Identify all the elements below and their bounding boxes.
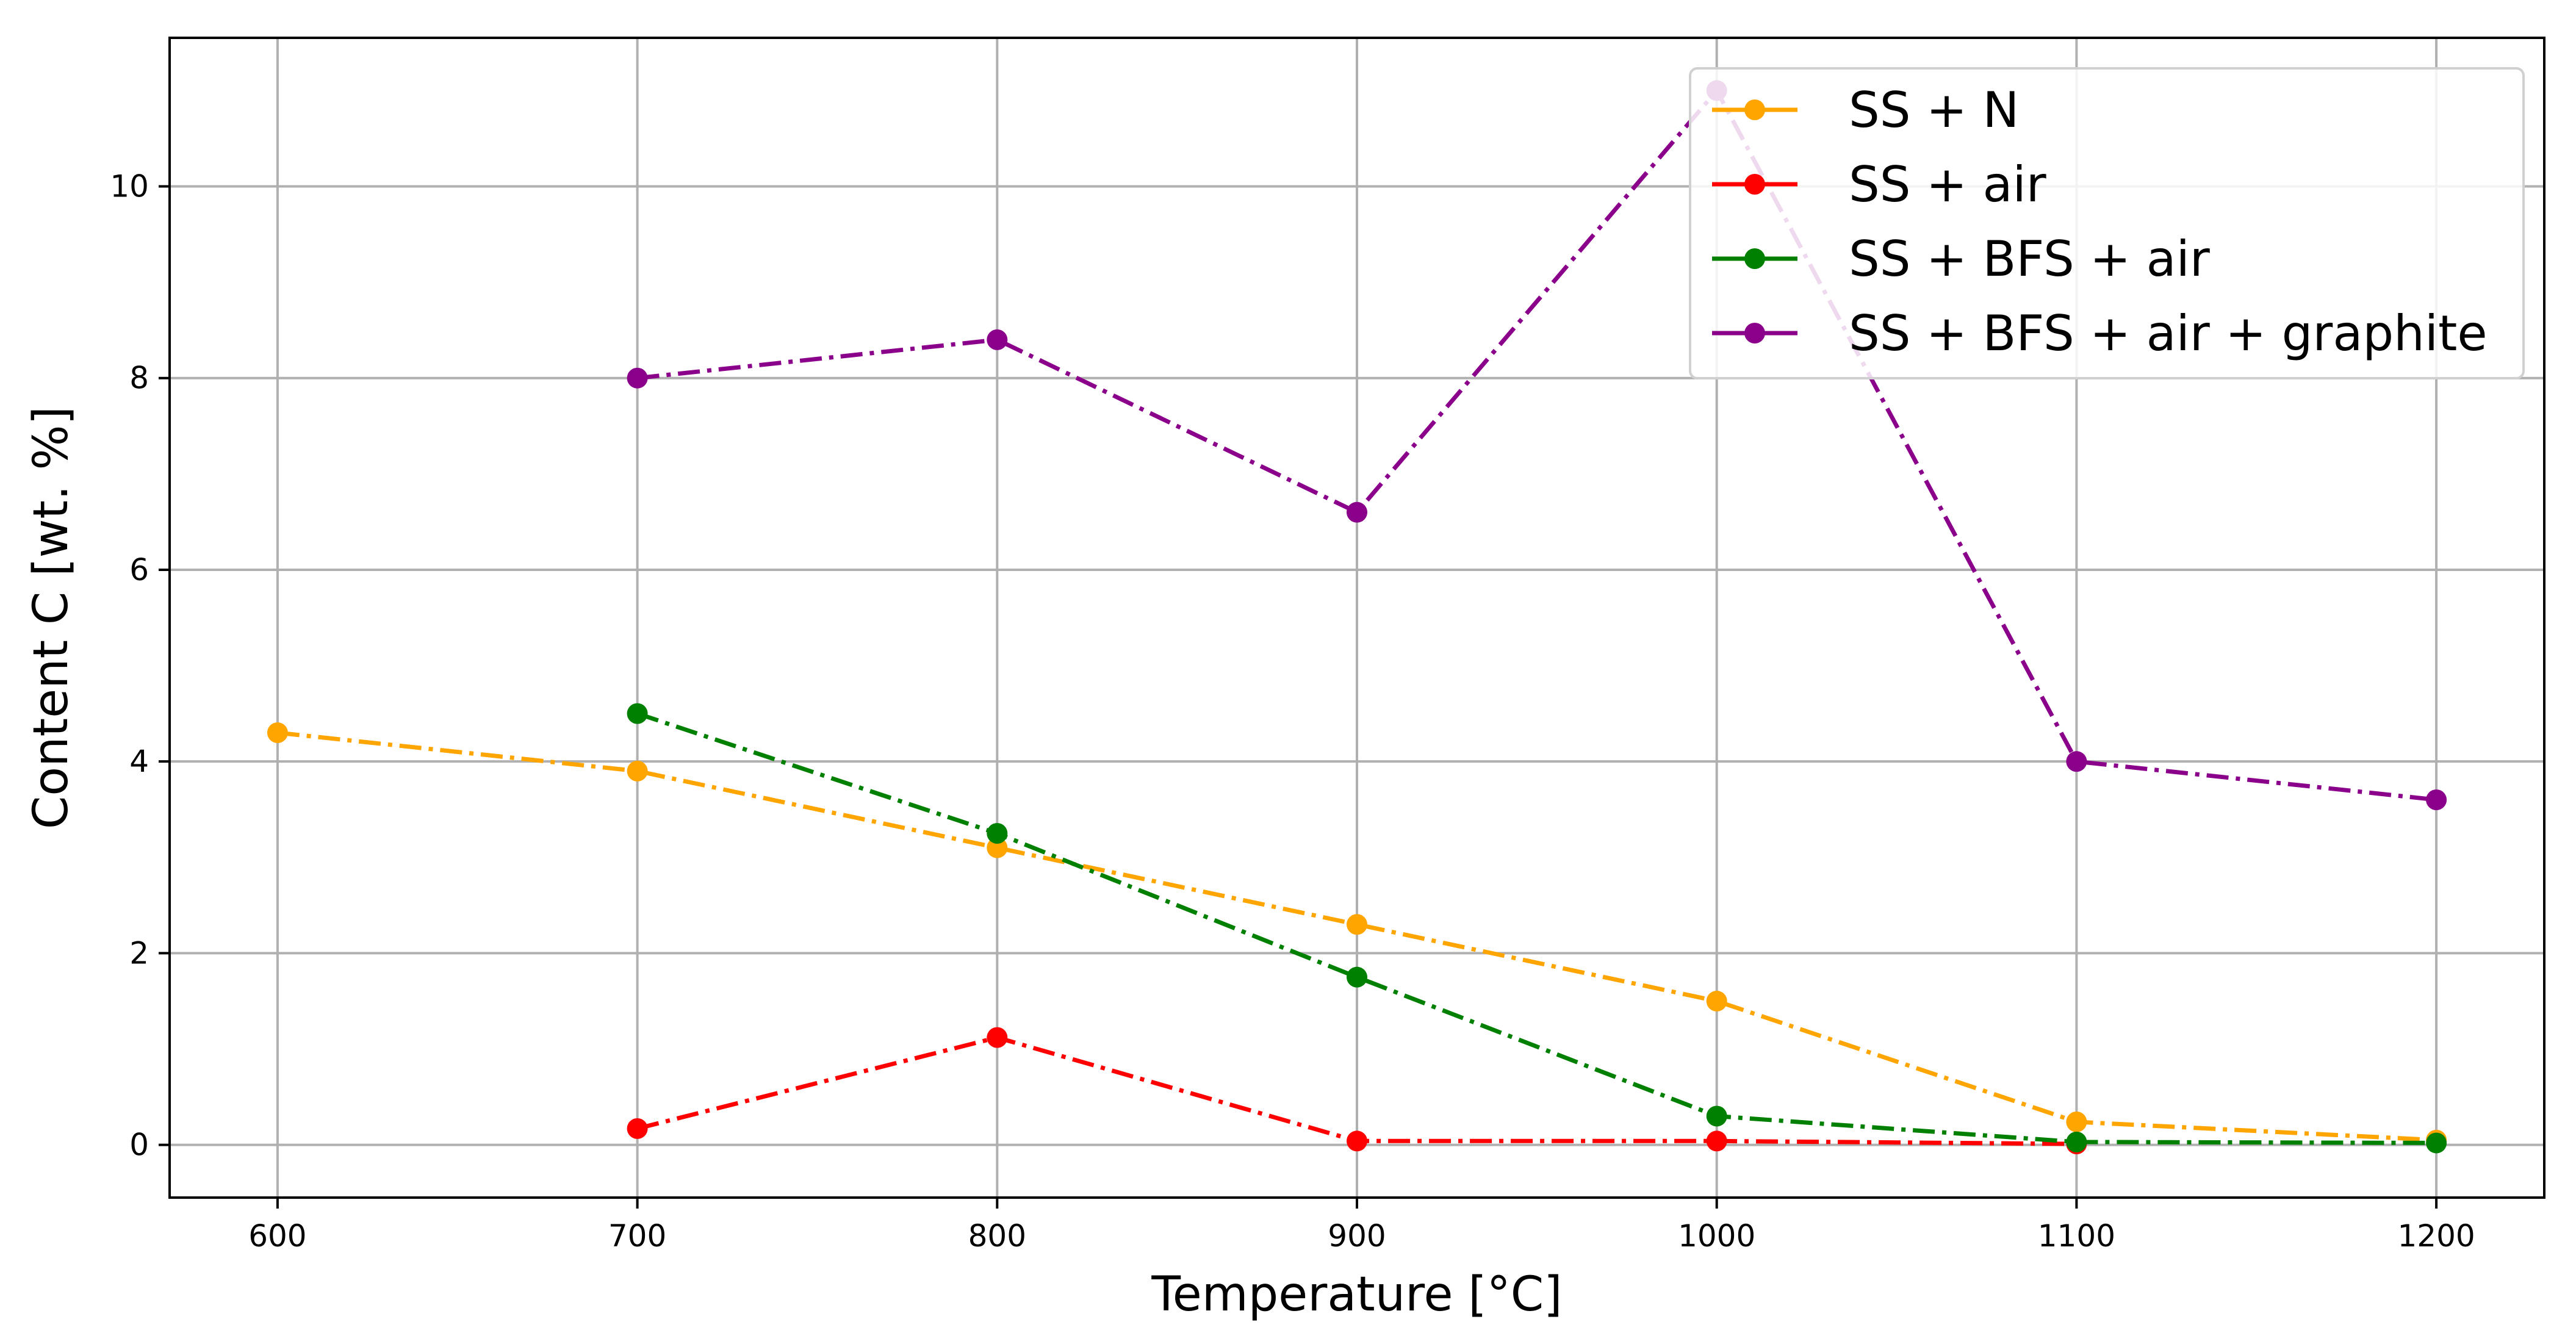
y-tick-label: 2 xyxy=(129,935,149,971)
y-axis-ticks: 0 2 4 6 8 10 xyxy=(110,169,170,1163)
legend-label: SS + air xyxy=(1849,156,2046,213)
data-point xyxy=(267,722,288,744)
data-point xyxy=(1706,1105,1727,1127)
series-line xyxy=(637,88,2437,802)
data-point xyxy=(1706,1130,1727,1152)
x-tick-label: 1000 xyxy=(1678,1218,1755,1254)
x-axis-title: Temperature [°C] xyxy=(1151,1267,1562,1322)
legend-marker xyxy=(1744,323,1765,343)
legend-label: SS + BFS + air xyxy=(1849,231,2210,287)
data-point xyxy=(2426,789,2447,811)
data-point xyxy=(987,329,1008,350)
x-tick-label: 800 xyxy=(968,1218,1026,1254)
data-point xyxy=(2426,1132,2447,1154)
legend: SS + N SS + air SS + BFS + air SS + BFS + a… xyxy=(1689,67,2525,379)
legend-box xyxy=(1689,67,2525,379)
data-point xyxy=(1706,990,1727,1012)
x-tick-label: 1100 xyxy=(2038,1218,2115,1254)
legend-marker xyxy=(1744,174,1765,195)
legend-marker xyxy=(1744,99,1765,120)
plot-area-frame xyxy=(168,37,2545,1199)
legend-label: SS + N xyxy=(1849,82,2019,138)
series-3 xyxy=(627,80,2447,811)
data-point xyxy=(1347,1130,1367,1152)
data-point xyxy=(987,837,1008,858)
y-tick-label: 8 xyxy=(129,361,149,396)
series-line xyxy=(636,711,2437,1145)
grid xyxy=(170,38,2544,1198)
data-point xyxy=(627,1118,648,1139)
y-tick-label: 0 xyxy=(129,1127,149,1163)
x-tick-label: 900 xyxy=(1328,1218,1386,1254)
data-point xyxy=(627,703,648,724)
data-point xyxy=(2066,1111,2087,1132)
legend-entry: SS + BFS + air xyxy=(1712,231,2210,287)
data-point xyxy=(1347,914,1367,935)
x-tick-label: 700 xyxy=(608,1218,666,1254)
data-point xyxy=(2066,751,2087,772)
legend-entry: SS + air xyxy=(1712,156,2046,213)
legend-entry: SS + N xyxy=(1712,82,2019,138)
data-point xyxy=(627,760,648,782)
y-tick-label: 6 xyxy=(129,552,149,588)
data-point xyxy=(2066,1131,2087,1152)
series-group xyxy=(267,80,2447,1155)
x-axis-ticks: 600 700 800 900 1000 1100 1200 xyxy=(248,1198,2475,1254)
data-point xyxy=(987,822,1008,844)
y-axis-title: Content C [wt. %] xyxy=(24,406,79,829)
series-2 xyxy=(627,703,2447,1154)
data-point xyxy=(1347,966,1367,988)
data-point xyxy=(1347,501,1367,523)
y-tick-label: 10 xyxy=(110,169,149,204)
data-point xyxy=(627,367,648,389)
y-tick-label: 4 xyxy=(129,744,149,779)
x-tick-label: 1200 xyxy=(2397,1218,2475,1254)
legend-label: SS + BFS + air + graphite xyxy=(1849,305,2488,362)
data-point xyxy=(987,1027,1008,1048)
legend-entry: SS + BFS + air + graphite xyxy=(1712,305,2488,362)
legend-marker xyxy=(1744,248,1765,269)
x-tick-label: 600 xyxy=(248,1218,306,1254)
